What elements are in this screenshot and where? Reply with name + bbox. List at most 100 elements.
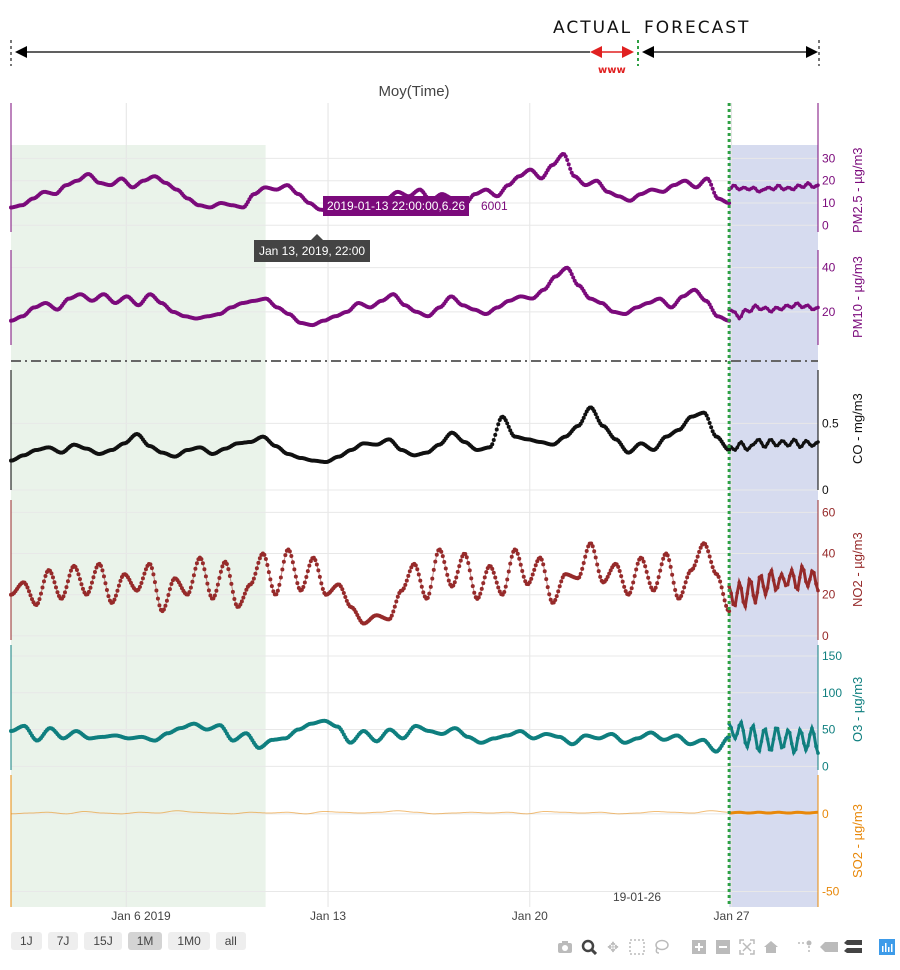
data-point-no2: [547, 592, 552, 597]
data-point-no2: [229, 581, 234, 586]
data-point-no2: [439, 549, 444, 554]
data-point-pm25: [566, 162, 571, 167]
range-button-all[interactable]: all: [215, 932, 246, 950]
data-point-no2: [61, 594, 66, 599]
data-point-no2: [251, 576, 256, 581]
hover-closest-icon[interactable]: [819, 937, 839, 957]
range-button-1m[interactable]: 1M: [127, 932, 163, 950]
data-point-no2: [761, 584, 766, 589]
data-point-no2: [50, 575, 55, 580]
data-point-no2: [455, 569, 460, 574]
data-point-co: [741, 442, 746, 447]
data-point-no2: [502, 589, 507, 594]
data-point-no2: [775, 585, 780, 590]
data-point-no2: [727, 609, 732, 614]
data-point-no2: [644, 569, 649, 574]
zoom-in-icon[interactable]: [689, 937, 709, 957]
y-tick-label-o3: 100: [822, 686, 842, 700]
data-point-no2: [118, 578, 123, 583]
y-tick-label-pm25: 30: [822, 151, 836, 165]
data-point-no2: [250, 580, 255, 585]
data-point-no2: [166, 592, 171, 597]
data-point-no2: [515, 551, 520, 556]
range-button-15j[interactable]: 15J: [84, 932, 122, 950]
y-tick-label-no2: 60: [822, 505, 836, 519]
range-button-1j[interactable]: 1J: [11, 932, 42, 950]
data-point-pm10: [739, 314, 744, 319]
data-point-no2: [674, 593, 679, 598]
data-point-no2: [739, 586, 744, 591]
data-point-no2: [709, 559, 714, 564]
data-point-co: [494, 427, 499, 432]
zoom-out-icon[interactable]: [713, 937, 733, 957]
data-point-no2: [203, 574, 208, 579]
plotly-logo-icon[interactable]: [877, 937, 897, 957]
data-point-no2: [43, 573, 48, 578]
shaded-forecast-window: [729, 145, 818, 907]
data-point-no2: [206, 588, 211, 593]
data-point-o3: [810, 726, 814, 730]
data-point-no2: [91, 575, 96, 580]
data-point-no2: [505, 577, 510, 582]
data-point-no2: [35, 601, 40, 606]
y-tick-label-pm10: 20: [822, 305, 836, 319]
data-point-co: [496, 422, 501, 427]
data-point-no2: [274, 592, 279, 597]
autoscale-icon[interactable]: [737, 937, 757, 957]
data-point-o3: [783, 736, 788, 740]
data-point-pm10: [765, 306, 770, 311]
lasso-select-icon[interactable]: [651, 937, 671, 957]
data-point-no2: [103, 581, 108, 586]
data-point-no2: [617, 569, 622, 574]
data-point-o3: [814, 744, 818, 749]
data-point-no2: [545, 585, 550, 590]
data-point-no2: [804, 579, 808, 584]
data-point-o3: [745, 745, 750, 749]
data-point-co: [706, 416, 711, 421]
data-point-pm25: [733, 183, 737, 188]
data-point-no2: [29, 597, 34, 602]
chart-plot-area[interactable]: 0 10 20 30 20 40 0 0.5 0 20 40 60 0 50 100 150 -50 0: [0, 0, 900, 930]
spike-lines-icon[interactable]: [795, 937, 815, 957]
data-point-no2: [148, 562, 153, 567]
data-point-pm25: [712, 190, 717, 195]
reset-axes-icon[interactable]: [761, 937, 781, 957]
data-point-no2: [62, 590, 67, 595]
box-select-icon[interactable]: [627, 937, 647, 957]
data-point-co: [707, 420, 712, 425]
pan-icon[interactable]: ✥: [607, 938, 619, 955]
range-button-1m0[interactable]: 1M0: [168, 932, 210, 950]
data-point-no2: [578, 571, 583, 576]
data-point-no2: [529, 576, 534, 581]
data-point-no2: [808, 577, 812, 582]
data-point-no2: [415, 567, 420, 572]
data-point-no2: [673, 587, 678, 592]
data-point-no2: [403, 582, 408, 587]
shaded-training-window: [11, 145, 266, 907]
data-point-no2: [226, 567, 231, 572]
camera-icon[interactable]: [555, 937, 575, 957]
data-point-no2: [314, 562, 319, 567]
range-button-7j[interactable]: 7J: [47, 932, 79, 950]
actual-label: ACTUAL: [553, 18, 633, 38]
data-point-o3: [751, 723, 756, 728]
data-point-no2: [37, 597, 42, 602]
data-point-co: [769, 437, 774, 442]
data-point-no2: [187, 590, 192, 595]
data-point-no2: [217, 576, 222, 581]
data-point-o3: [749, 726, 754, 731]
data-point-no2: [244, 587, 249, 592]
hover-compare-icon[interactable]: [843, 937, 863, 957]
data-point-o3: [812, 732, 816, 736]
data-point-no2: [665, 553, 670, 558]
data-point-no2: [787, 574, 792, 578]
y-tick-label-no2: 0: [822, 629, 829, 643]
data-point-no2: [421, 590, 426, 595]
data-point-no2: [581, 560, 586, 565]
zoom-icon[interactable]: [579, 937, 599, 957]
data-point-no2: [745, 591, 750, 596]
data-point-no2: [467, 568, 472, 573]
data-point-no2: [800, 564, 804, 569]
y-tick-label-pm25: 0: [822, 218, 829, 232]
data-point-no2: [116, 583, 121, 588]
